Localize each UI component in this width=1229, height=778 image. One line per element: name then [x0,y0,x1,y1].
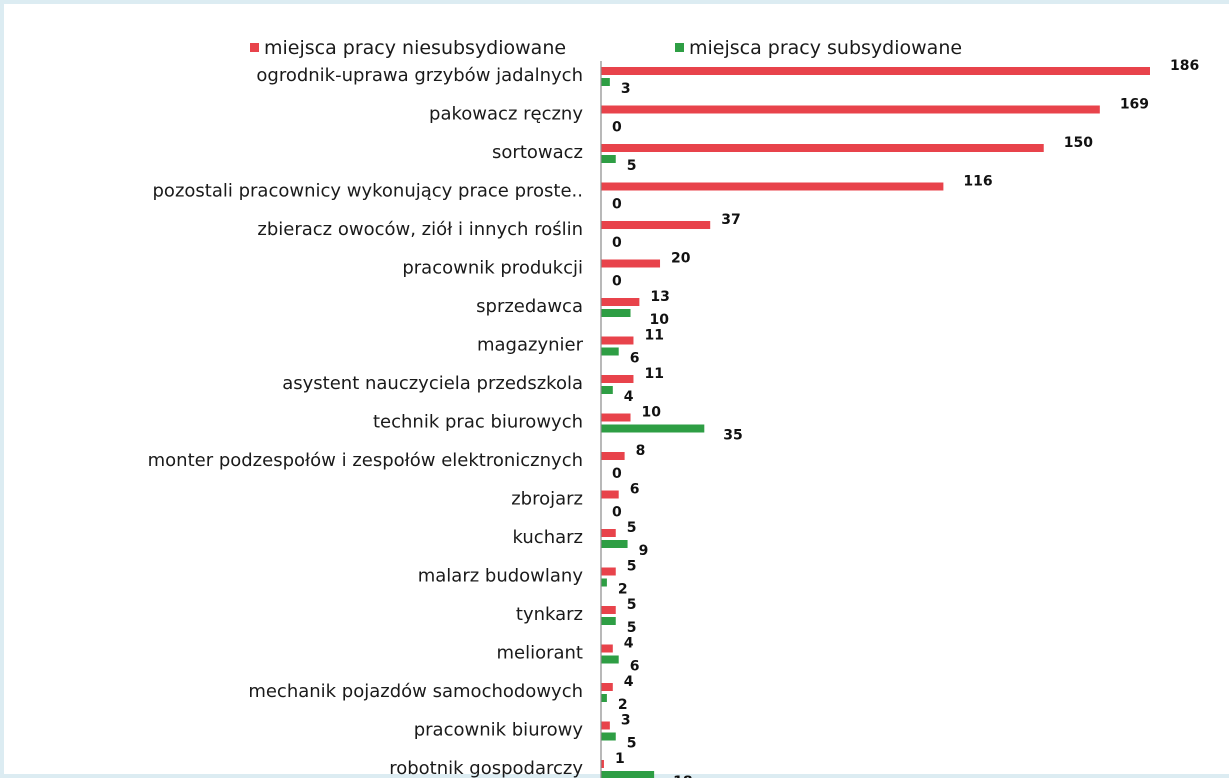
category-label: pozostali pracownicy wykonujący prace pr… [153,181,584,202]
bar-unsubsidized [601,413,631,422]
bar-subsidized [601,155,616,163]
value-label-subsidized: 0 [612,120,622,136]
value-label-subsidized: 0 [612,505,622,521]
category-label: asystent nauczyciela przedszkola [282,373,583,394]
legend: miejsca pracy niesubsydiowane miejsca pr… [4,4,1229,64]
bar-unsubsidized [601,567,616,576]
category-label: technik prac biurowych [373,412,583,433]
bar-unsubsidized [601,221,711,229]
bar-subsidized [601,424,705,433]
value-label-unsubsidized: 3 [621,713,631,729]
category-label: magazynier [477,335,584,356]
value-label-unsubsidized: 150 [1064,135,1093,151]
bar-subsidized [601,655,619,664]
bar-unsubsidized [601,105,1100,114]
category-label: malarz budowlany [418,566,584,587]
value-label-subsidized: 2 [618,582,628,598]
value-label-unsubsidized: 1 [615,751,625,767]
bar-subsidized [601,732,616,741]
bar-subsidized [601,347,619,356]
bar-unsubsidized [601,259,661,268]
value-label-subsidized: 18 [673,774,692,778]
category-label: kucharz [513,527,583,548]
value-label-unsubsidized: 11 [644,328,663,344]
bar-unsubsidized [601,375,634,383]
category-label: pracownik biurowy [414,720,584,741]
value-label-subsidized: 9 [639,543,649,559]
bar-unsubsidized [601,67,1150,75]
bar-unsubsidized [601,298,640,306]
bar-unsubsidized [601,490,619,499]
value-label-subsidized: 10 [650,312,670,328]
value-label-unsubsidized: 4 [624,636,634,652]
legend-swatch-subsidized [675,43,684,52]
value-label-subsidized: 5 [627,736,637,752]
bar-subsidized [601,540,628,548]
category-label: monter podzespołów i zespołów elektronic… [148,450,583,471]
value-label-unsubsidized: 11 [644,366,663,382]
value-label-subsidized: 4 [624,389,634,405]
value-label-subsidized: 35 [723,428,742,444]
value-label-subsidized: 6 [630,659,640,675]
value-label-subsidized: 0 [612,197,622,213]
legend-swatch-unsubsidized [250,43,259,52]
value-label-unsubsidized: 8 [636,443,646,459]
bar-subsidized [601,578,607,587]
category-label: zbrojarz [511,489,583,510]
value-label-subsidized: 2 [618,697,628,713]
value-label-unsubsidized: 5 [627,520,637,536]
category-label: robotnik gospodarczy [389,758,583,778]
value-label-unsubsidized: 6 [630,482,640,498]
value-label-subsidized: 0 [612,274,622,290]
legend-label-unsubsidized: miejsca pracy niesubsydiowane [264,37,567,59]
category-label: ogrodnik-uprawa grzybów jadalnych [256,65,583,86]
value-label-subsidized: 0 [612,466,622,482]
category-label: tynkarz [516,604,583,625]
value-label-unsubsidized: 20 [671,251,691,267]
value-label-unsubsidized: 5 [627,597,637,613]
bar-chart: ogrodnik-uprawa grzybów jadalnych 1863pak… [148,58,1199,778]
category-label: pakowacz ręczny [429,104,583,125]
bar-unsubsidized [601,721,610,730]
bar-unsubsidized [601,144,1044,152]
bar-subsidized [601,309,631,317]
legend-item-unsubsidized: miejsca pracy niesubsydiowane [250,37,566,59]
category-label: meliorant [496,643,583,664]
category-label: mechanik pojazdów samochodowych [248,681,583,702]
value-label-unsubsidized: 169 [1120,97,1149,113]
value-label-subsidized: 0 [612,235,622,251]
category-label: sortowacz [492,142,583,163]
bar-unsubsidized [601,644,613,653]
value-label-unsubsidized: 116 [963,174,992,190]
value-label-unsubsidized: 13 [650,289,669,305]
legend-label-subsidized: miejsca pracy subsydiowane [689,37,963,59]
bar-subsidized [601,694,607,702]
value-label-unsubsidized: 10 [642,405,662,421]
category-label: pracownik produkcji [402,258,583,279]
bar-unsubsidized [601,336,634,345]
bar-subsidized [601,78,610,86]
value-label-subsidized: 6 [630,351,640,367]
bar-subsidized [601,771,655,778]
legend-item-subsidized: miejsca pracy subsydiowane [675,37,962,59]
value-label-unsubsidized: 37 [721,212,740,228]
category-label: sprzedawca [476,296,583,317]
value-label-subsidized: 3 [621,81,631,97]
value-label-unsubsidized: 4 [624,674,634,690]
value-label-subsidized: 5 [627,158,637,174]
category-label: zbieracz owoców, ziół i innych roślin [257,219,583,240]
bar-unsubsidized [601,606,616,614]
bar-subsidized [601,617,616,625]
value-label-unsubsidized: 5 [627,559,637,575]
bar-unsubsidized [601,452,625,460]
bar-subsidized [601,386,613,394]
value-label-unsubsidized: 186 [1170,58,1199,74]
value-label-subsidized: 5 [627,620,637,636]
bar-unsubsidized [601,182,944,191]
bar-unsubsidized [601,683,613,691]
bar-unsubsidized [601,760,604,768]
bar-unsubsidized [601,529,616,537]
